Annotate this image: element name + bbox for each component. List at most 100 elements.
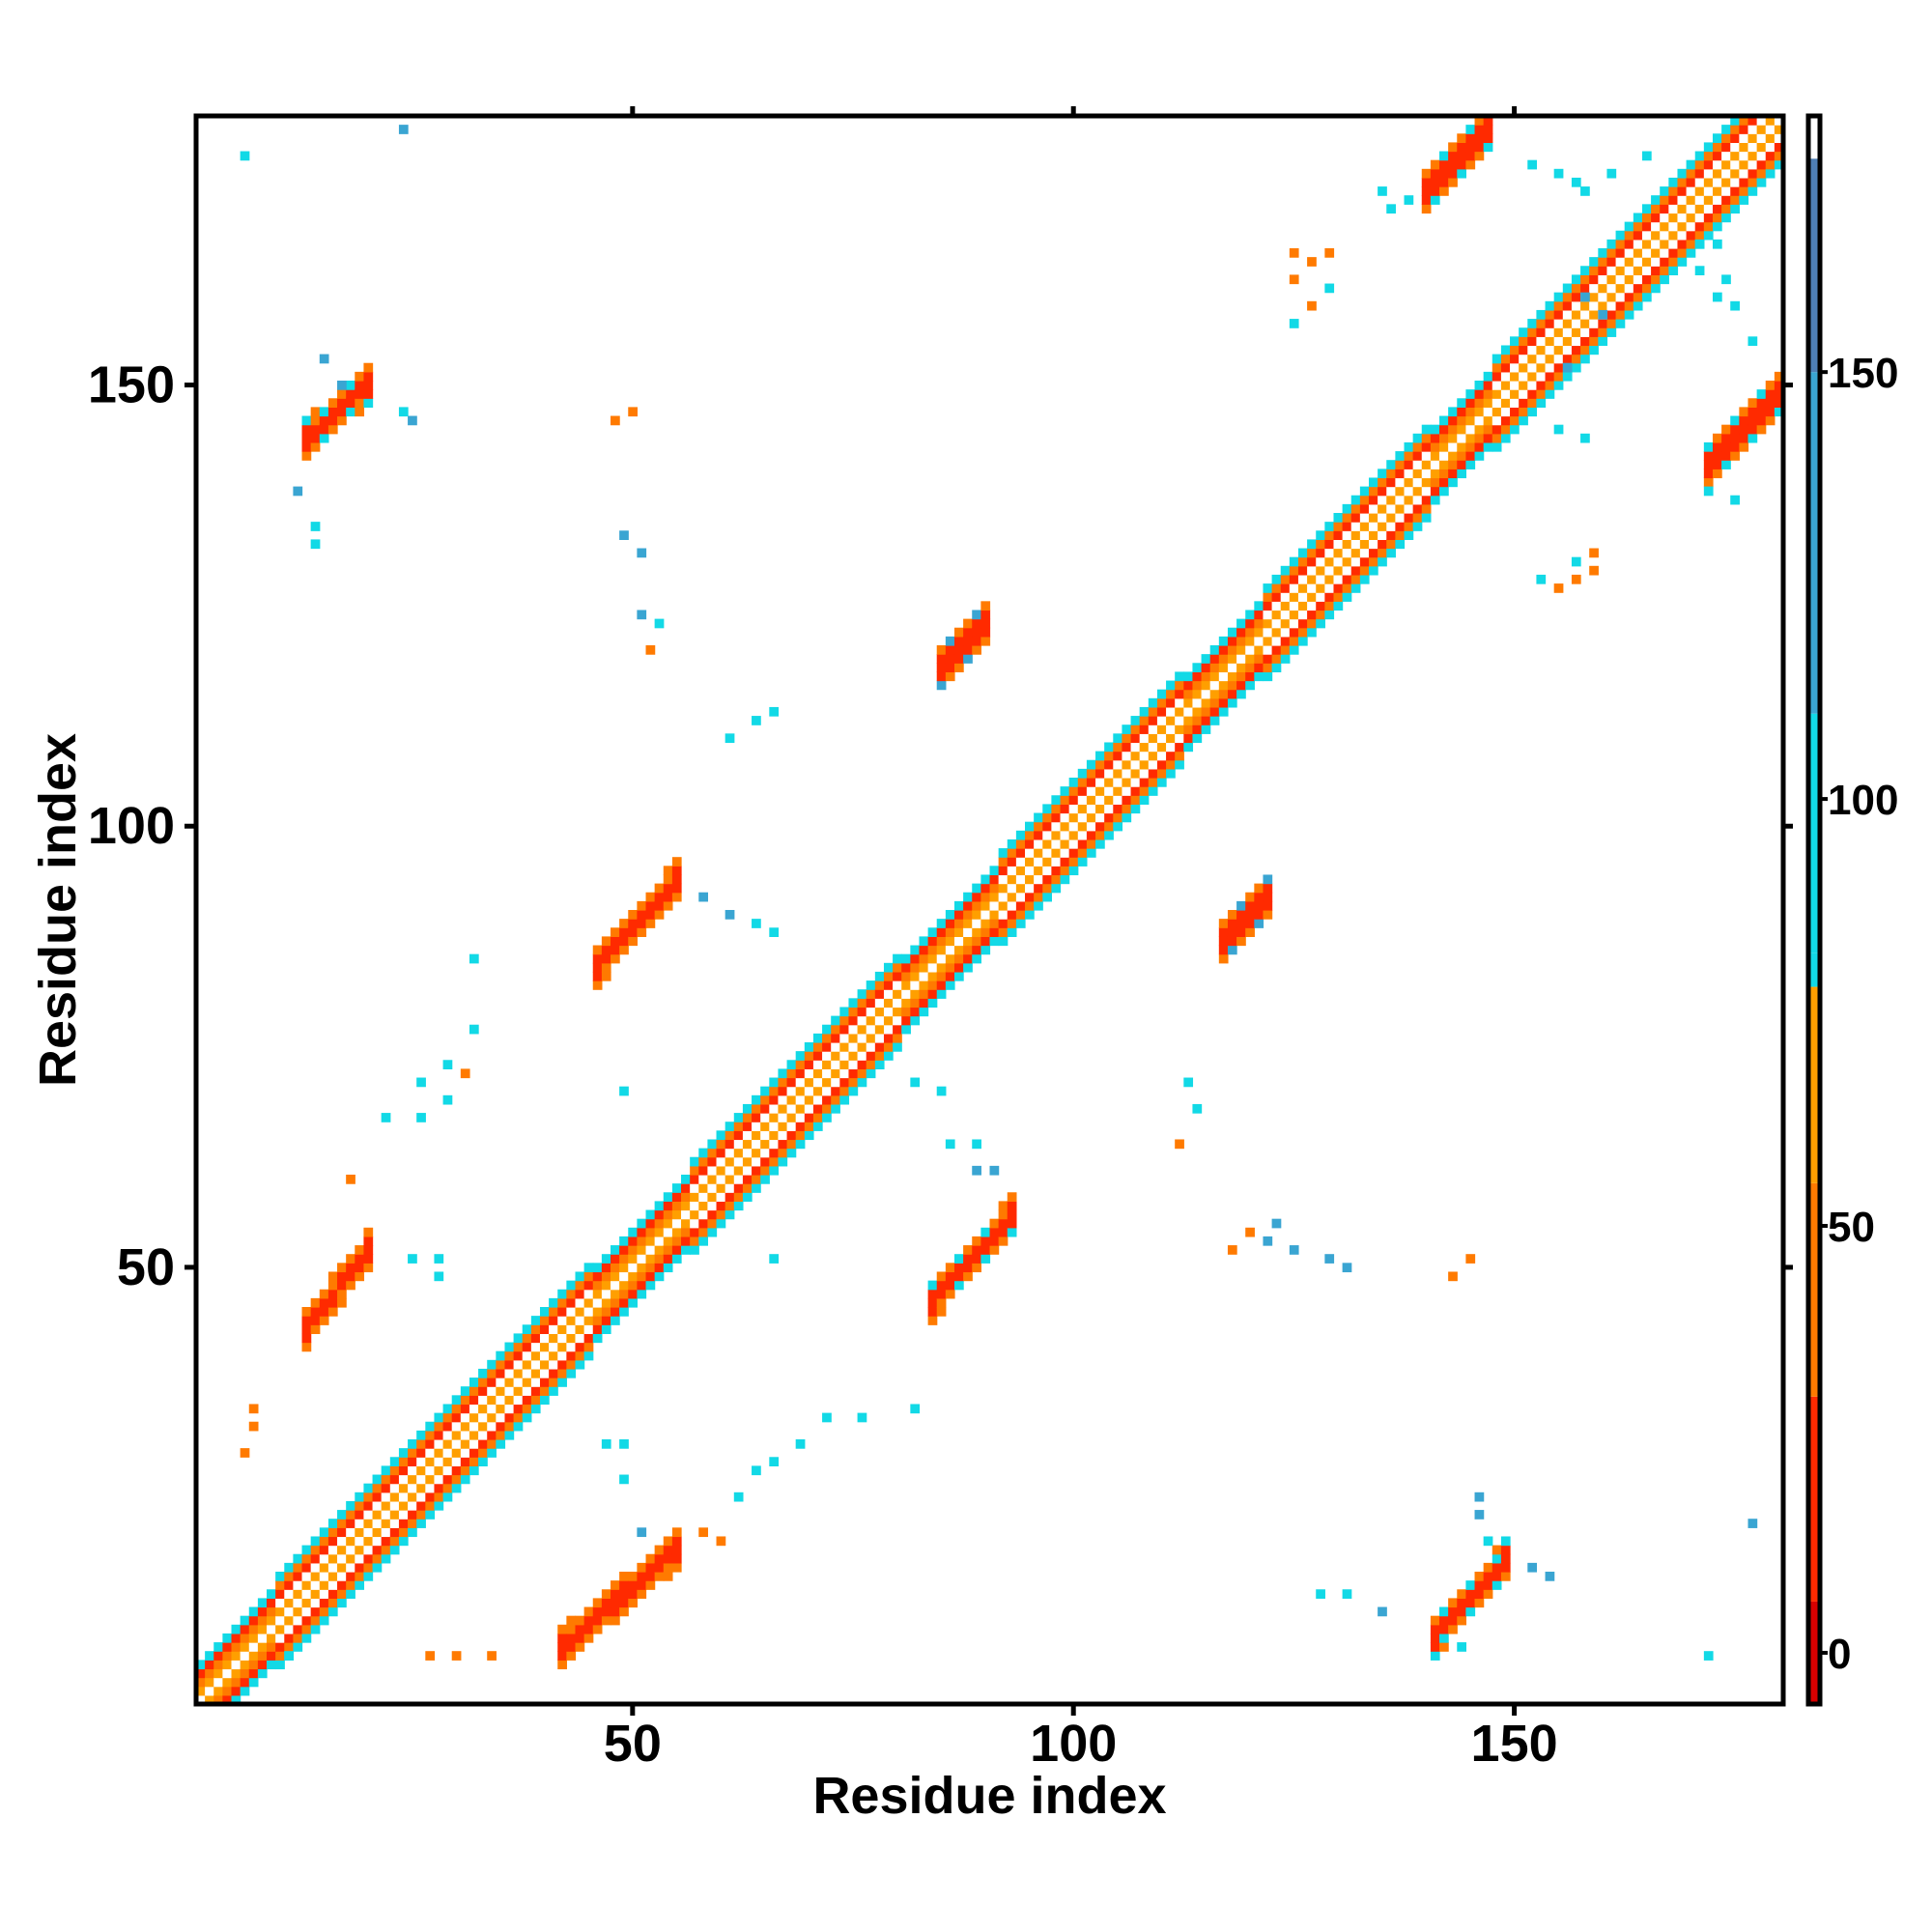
heatmap-cell — [690, 1165, 699, 1176]
heatmap-cell — [716, 1192, 726, 1202]
heatmap-cell — [1571, 345, 1581, 355]
heatmap-cell — [1122, 733, 1132, 744]
heatmap-cell — [998, 874, 1009, 885]
heatmap-cell — [778, 1148, 788, 1158]
heatmap-cell — [213, 1651, 223, 1661]
heatmap-cell — [451, 1395, 462, 1406]
heatmap-cell — [619, 1606, 629, 1617]
heatmap-cell — [733, 1113, 744, 1122]
heatmap-cell — [460, 1412, 470, 1423]
heatmap-cell — [1271, 645, 1282, 655]
heatmap-cell — [733, 1492, 744, 1502]
heatmap-cell — [663, 1227, 673, 1237]
heatmap-cell — [363, 1536, 374, 1547]
heatmap-cell — [927, 1280, 938, 1291]
heatmap-cell — [690, 1156, 699, 1167]
heatmap-cell — [645, 1209, 656, 1220]
heatmap-cell — [1271, 592, 1282, 602]
heatmap-cell — [1280, 610, 1291, 620]
heatmap-cell — [989, 892, 1000, 902]
heatmap-cell — [1457, 142, 1466, 153]
heatmap-cell — [690, 1218, 699, 1229]
heatmap-cell — [1660, 274, 1669, 285]
heatmap-cell — [1227, 636, 1237, 646]
heatmap-cell — [1765, 407, 1776, 417]
heatmap-cell — [707, 1148, 718, 1158]
heatmap-cell — [575, 1280, 585, 1291]
heatmap-cell — [1562, 345, 1573, 355]
heatmap-cell — [1404, 503, 1414, 514]
heatmap-cell — [1465, 424, 1476, 435]
heatmap-cell — [1086, 804, 1096, 814]
heatmap-cell — [1359, 495, 1370, 505]
heatmap-cell — [566, 1359, 577, 1370]
heatmap-cell — [874, 971, 885, 981]
heatmap-cell — [1677, 186, 1688, 196]
heatmap-cell — [1280, 592, 1291, 602]
heatmap-cell — [1633, 274, 1643, 285]
heatmap-cell — [1730, 415, 1740, 426]
heatmap-cell — [1007, 900, 1017, 911]
heatmap-cell — [1677, 168, 1688, 179]
heatmap-cell — [848, 998, 859, 1009]
heatmap-cell — [1571, 574, 1581, 584]
heatmap-cell — [231, 1677, 242, 1688]
heatmap-cell — [1175, 671, 1184, 682]
heatmap-cell — [812, 1033, 823, 1043]
heatmap-cell — [1359, 565, 1370, 576]
heatmap-cell — [637, 1218, 647, 1229]
heatmap-cell — [778, 1156, 788, 1167]
heatmap-cell — [1324, 522, 1335, 531]
heatmap-cell — [319, 1297, 329, 1308]
heatmap-cell — [1156, 759, 1167, 770]
heatmap-cell — [1297, 610, 1308, 620]
heatmap-cell — [1104, 812, 1114, 823]
heatmap-cell — [1368, 539, 1378, 550]
heatmap-cell — [327, 1280, 338, 1291]
heatmap-cell — [1060, 857, 1070, 867]
heatmap-cell — [1765, 168, 1776, 179]
heatmap-cell — [213, 1660, 223, 1670]
heatmap-cell — [451, 1404, 462, 1414]
heatmap-cell — [883, 1007, 894, 1017]
heatmap-cell — [1712, 213, 1722, 223]
heatmap-cell — [1465, 460, 1476, 469]
heatmap-cell — [998, 900, 1009, 911]
heatmap-cell — [1660, 186, 1669, 196]
heatmap-cell — [1439, 433, 1449, 443]
heatmap-cell — [1166, 716, 1176, 725]
heatmap-cell — [1007, 1201, 1017, 1211]
heatmap-cell — [1042, 857, 1052, 867]
heatmap-cell — [1148, 697, 1158, 708]
heatmap-cell — [698, 1218, 709, 1229]
plot-frame — [193, 113, 1786, 1707]
heatmap-cell — [1774, 142, 1784, 153]
heatmap-cell — [1342, 1589, 1352, 1599]
heatmap-cell — [707, 1201, 718, 1211]
heatmap-cell — [293, 1633, 303, 1643]
heatmap-cell — [752, 1139, 761, 1150]
heatmap-cell — [592, 945, 603, 955]
heatmap-cell — [293, 1606, 303, 1617]
heatmap-cell — [1439, 441, 1449, 452]
heatmap-cell — [592, 1615, 603, 1626]
heatmap-cell — [267, 1633, 276, 1643]
heatmap-cell — [874, 998, 885, 1009]
heatmap-cell — [513, 1421, 524, 1432]
heatmap-cell — [1430, 195, 1440, 205]
heatmap-cell — [857, 1042, 867, 1052]
heatmap-cell — [1104, 751, 1114, 761]
heatmap-cell — [1386, 460, 1396, 469]
heatmap-cell — [522, 1395, 532, 1406]
heatmap-cell — [310, 1536, 321, 1547]
heatmap-cell — [812, 1051, 823, 1061]
heatmap-cell — [707, 1156, 718, 1167]
heatmap-cell — [575, 1307, 585, 1317]
heatmap-cell — [804, 1113, 814, 1122]
heatmap-cell — [389, 1545, 400, 1555]
heatmap-cell — [275, 1580, 285, 1590]
heatmap-cell — [919, 936, 929, 947]
heatmap-cell — [953, 919, 964, 928]
heatmap-cell — [1545, 362, 1555, 373]
heatmap-cell — [487, 1448, 497, 1458]
